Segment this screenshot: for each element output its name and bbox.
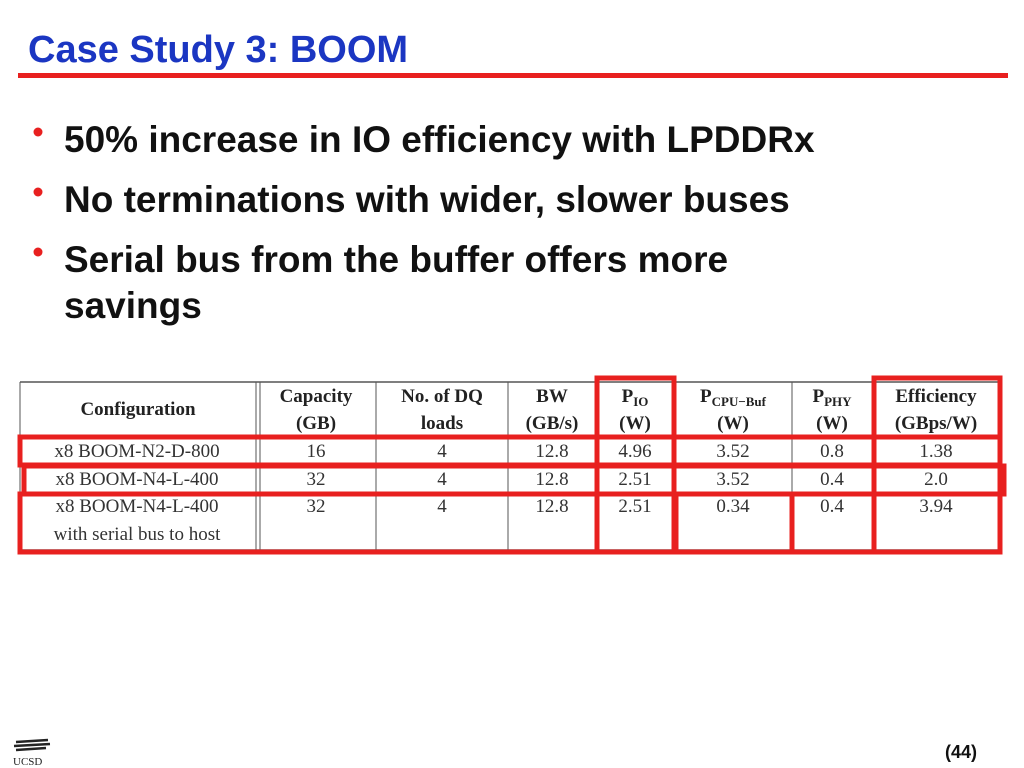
- table-cell: 32: [307, 496, 326, 517]
- header-cell: PIO: [622, 386, 649, 409]
- table: Configuration Capacity (GB) No. of DQ loads B…: [17, 375, 1007, 555]
- table-cell: 4: [437, 469, 447, 490]
- highlight-box: [594, 375, 677, 555]
- config-cell: x8 BOOM-N4-L-400: [55, 469, 218, 490]
- header-cell: (GB/s): [526, 413, 579, 434]
- header-cell: Configuration: [80, 399, 196, 420]
- header-cell: PPHY: [812, 386, 852, 409]
- header-text: BW: [536, 386, 568, 407]
- header-subscript: IO: [633, 394, 648, 409]
- header-text: No. of DQ: [401, 386, 483, 407]
- bullet-dot: [33, 127, 43, 137]
- table-cell: 3.52: [716, 441, 749, 462]
- header-cell: No. of DQ: [401, 386, 483, 407]
- header-subscript: CPU−Buf: [712, 394, 767, 409]
- table-cell: 2.0: [924, 469, 948, 490]
- title-rule: [18, 73, 1008, 78]
- header-text: P: [812, 386, 824, 407]
- highlight-box: [871, 375, 1003, 555]
- table-cell: 2.51: [618, 496, 651, 517]
- bullet-text: 50% increase in IO efficiency with LPDDR…: [64, 119, 815, 160]
- page-number: (44): [945, 742, 977, 762]
- logo-text: UCSD: [13, 756, 42, 768]
- table-cell: 12.8: [535, 496, 568, 517]
- header-subscript: PHY: [824, 394, 852, 409]
- table-cell: 4.96: [618, 441, 651, 462]
- bullet-text: savings: [64, 285, 202, 326]
- header-cell: (GB): [296, 413, 336, 434]
- bullet-dot: [33, 187, 43, 197]
- table-cell: 0.4: [820, 496, 844, 517]
- bullet-text: Serial bus from the buffer offers more: [64, 239, 728, 280]
- table-cell: 0.8: [820, 441, 844, 462]
- config-cell: x8 BOOM-N4-L-400: [55, 496, 218, 517]
- header-cell: (W): [816, 413, 848, 434]
- table-cell: 3.94: [919, 496, 953, 517]
- table-cell: 0.4: [820, 469, 844, 490]
- header-cell: loads: [421, 413, 463, 434]
- header-text: P: [622, 386, 634, 407]
- logo-mark: [13, 738, 51, 752]
- header-cell: (W): [619, 413, 651, 434]
- bullet-text: No terminations with wider, slower buses: [64, 179, 790, 220]
- header-text: P: [700, 386, 712, 407]
- header-cell: Capacity: [280, 386, 353, 407]
- slide-title: Case Study 3: BOOM: [28, 29, 408, 71]
- header-cell: BW: [536, 386, 568, 407]
- table-cell: 4: [437, 441, 447, 462]
- table-cell: 3.52: [716, 469, 749, 490]
- table-cell: 12.8: [535, 441, 568, 462]
- header-cell: (W): [717, 413, 749, 434]
- header-cell: (GBps/W): [895, 413, 977, 434]
- header-text: Efficiency: [895, 386, 977, 407]
- bullet-dot: [33, 247, 43, 257]
- header-text: Capacity: [280, 386, 353, 407]
- header-cell: Efficiency: [895, 386, 977, 407]
- table-cell: 0.34: [716, 496, 750, 517]
- config-cell: x8 BOOM-N2-D-800: [54, 441, 219, 462]
- table-cell: 4: [437, 496, 447, 517]
- table-cell: 16: [307, 441, 326, 462]
- table-cell: 2.51: [618, 469, 651, 490]
- table-cell: 12.8: [535, 469, 568, 490]
- highlight-box: [673, 491, 795, 555]
- logo: UCSD: [13, 738, 51, 768]
- header-cell: PCPU−Buf: [700, 386, 767, 409]
- bullet-list: 50% increase in IO efficiency with LPDDR…: [33, 119, 815, 326]
- config-cell: with serial bus to host: [54, 524, 221, 545]
- table-cell: 32: [307, 469, 326, 490]
- table-cell: 1.38: [919, 441, 952, 462]
